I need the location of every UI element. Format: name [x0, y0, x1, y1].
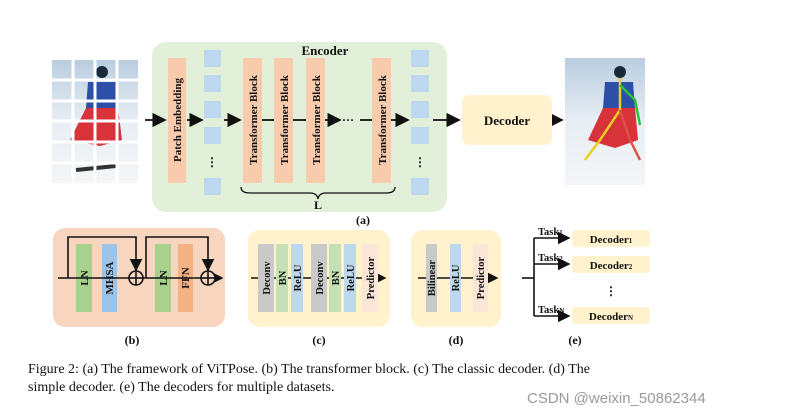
encoder: Encoder Patch Embedding ⋮ Transformer Bl… [152, 42, 447, 212]
watermark: CSDN @weixin_50862344 [527, 390, 706, 407]
classic-decoder: Deconv BN ReLU Deconv BN ReLU Predictor [248, 230, 390, 327]
token-ellipsis: ⋮ [206, 155, 218, 169]
task-label: Task1 [538, 227, 563, 238]
simple-decoder: Bilinear ReLU Predictor [411, 230, 501, 327]
brace-label: L [314, 198, 322, 212]
output-pose-image [565, 58, 645, 185]
label-a: (a) [356, 213, 370, 227]
svg-text:Bilinear: Bilinear [427, 260, 438, 297]
transformer-block-label: Transformer Block [377, 74, 389, 165]
transformer-block-1 [243, 58, 262, 183]
task-label: Task2 [538, 253, 563, 264]
decoder-ellipsis: ⋮ [605, 284, 617, 298]
transformer-block-2 [274, 58, 293, 183]
task-label: TaskN [538, 305, 564, 316]
transformer-block-3 [306, 58, 325, 183]
label-d: (d) [449, 333, 464, 347]
svg-text:Deconv: Deconv [315, 261, 326, 295]
label-b: (b) [125, 333, 140, 347]
decoder-label: Decoder2 [590, 260, 633, 272]
svg-text:Predictor: Predictor [366, 256, 377, 299]
svg-text:BN: BN [278, 270, 289, 285]
svg-text:ReLU: ReLU [293, 264, 304, 291]
transformer-block-label: Transformer Block [311, 74, 323, 165]
multi-dataset-decoders: Task1 Task2 TaskN Decoder1 Decoder2 Deco… [522, 227, 650, 324]
svg-text:Predictor: Predictor [476, 256, 487, 299]
decoder-label: Decoder [484, 113, 530, 128]
transformer-block-L [372, 58, 391, 183]
svg-text:BN: BN [331, 270, 342, 285]
output-tokens [411, 50, 429, 195]
transformer-block-label: Transformer Block [279, 74, 291, 165]
input-image-patches [52, 60, 138, 183]
svg-text:ReLU: ReLU [346, 264, 357, 291]
svg-text:FFN: FFN [180, 267, 192, 288]
decoder-label: DecoderN [589, 311, 633, 323]
figure-caption: Figure 2: (a) The framework of ViTPose. … [28, 361, 748, 397]
transformer-block-detail: LN MHSA LN FFN [53, 228, 225, 327]
svg-text:Deconv: Deconv [262, 261, 273, 295]
svg-text:MHSA: MHSA [104, 261, 116, 294]
decoder-label: Decoder1 [590, 234, 633, 246]
patch-embedding-label: Patch Embedding [172, 77, 184, 162]
input-tokens [204, 50, 221, 195]
layer-brace [240, 186, 396, 200]
transformer-block-label: Transformer Block [248, 74, 260, 165]
svg-text:ReLU: ReLU [451, 264, 462, 291]
caption-line-2: simple decoder. (e) The decoders for mul… [28, 380, 335, 395]
label-c: (c) [312, 333, 325, 347]
svg-text:⋮: ⋮ [414, 155, 426, 169]
label-e: (e) [568, 333, 581, 347]
patch-embedding-block [168, 58, 186, 183]
blocks-ellipsis: ··· [342, 113, 354, 127]
svg-text:LN: LN [79, 270, 91, 285]
svg-text:LN: LN [158, 270, 170, 285]
caption-line-1: Figure 2: (a) The framework of ViTPose. … [28, 362, 590, 377]
decoder-box [462, 95, 552, 145]
encoder-title: Encoder [302, 43, 349, 58]
